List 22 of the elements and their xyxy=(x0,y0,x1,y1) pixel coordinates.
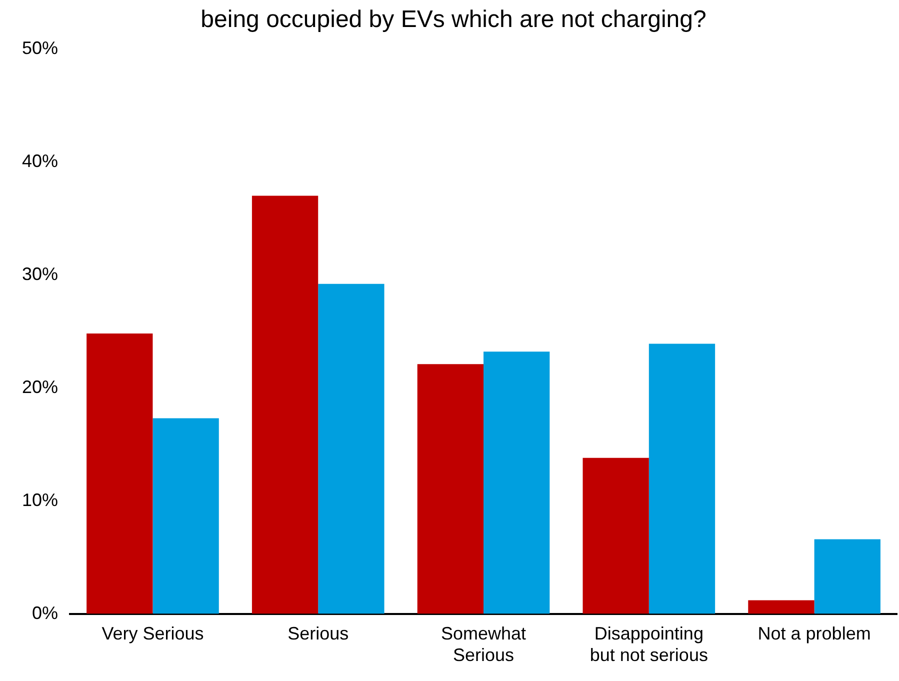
chart-title: being occupied by EVs which are not charging? xyxy=(200,6,706,34)
y-tick-label: 0% xyxy=(32,602,58,623)
bar xyxy=(417,364,484,614)
bar xyxy=(86,334,153,614)
bar xyxy=(318,284,384,614)
x-tick-label: Serious xyxy=(288,624,349,644)
y-tick-label: 20% xyxy=(22,376,58,397)
bar xyxy=(484,352,550,614)
x-tick-label: Not a problem xyxy=(758,624,871,644)
y-tick-label: 10% xyxy=(22,490,58,510)
x-tick-label: Disappointing but not serious xyxy=(590,624,708,666)
bar xyxy=(152,418,219,614)
y-tick-label: 50% xyxy=(22,38,58,58)
bar xyxy=(252,196,318,614)
bar xyxy=(582,458,649,614)
x-tick-label: Somewhat Serious xyxy=(440,624,526,666)
bar xyxy=(648,344,716,614)
x-tick-label: Very Serious xyxy=(102,624,204,644)
y-tick-label: 30% xyxy=(22,264,58,284)
bar xyxy=(748,600,814,614)
y-tick-label: 40% xyxy=(22,150,58,171)
bar xyxy=(814,539,880,614)
